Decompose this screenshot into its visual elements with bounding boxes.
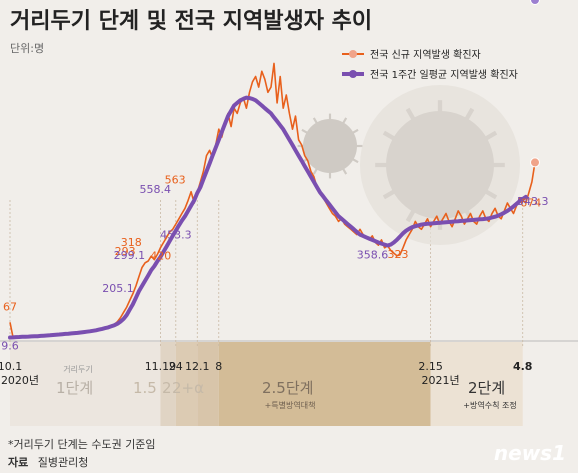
tick-label-2: 24 [169, 360, 183, 373]
phase-label-1: 1.5 [133, 379, 157, 397]
phase-band-3 [197, 342, 219, 426]
footnote: *거리두기 단계는 수도권 기준임 [8, 438, 156, 451]
tick-sublabel-5: 2021년 [422, 374, 460, 387]
series-1-value-label-6: 543.3 [517, 195, 549, 208]
news1-logo: news1 [493, 441, 566, 465]
phase-band-2 [175, 342, 198, 426]
series-1-value-label-4: 453.3 [160, 229, 192, 242]
series-1-end-marker [530, 0, 540, 5]
series-1-value-label-1: 205.1 [102, 282, 134, 295]
legend-marker-0 [349, 50, 357, 58]
tick-label-4: 8 [215, 360, 222, 373]
phase-band-0 [10, 342, 161, 426]
chart-title: 거리두기 단계 및 전국 지역발생자 추이 [10, 9, 372, 34]
series-0-value-label-3: 563 [165, 174, 186, 187]
series-0-end-marker [530, 157, 540, 168]
source-label: 자료 [8, 456, 29, 469]
series-line-1 [8, 95, 528, 340]
series-0-value-label-6: 674 [520, 196, 541, 209]
series-0-value-label-4: 420 [150, 249, 171, 262]
phase-label-0: 1단계 [56, 379, 93, 397]
phase-band-5 [430, 342, 523, 426]
series-1-value-label-5: 358.6 [357, 249, 389, 262]
legend-marker-1 [349, 70, 357, 78]
tick-label-1: 11.19 [145, 360, 177, 373]
series-0-value-label-0: 67 [3, 300, 17, 313]
tick-label-5: 2.15 [418, 360, 443, 373]
unit-label: 단위:명 [10, 42, 44, 55]
series-0-value-label-5: 323 [388, 248, 409, 261]
series-1-value-label-0: 9.6 [1, 339, 19, 352]
phase-label-2: 2 [162, 379, 172, 397]
tick-label-3: 12.1 [185, 360, 210, 373]
virus-icon [297, 113, 363, 179]
tick-label-6: 4.8 [513, 360, 533, 373]
legend-label-1: 전국 1주간 일평균 지역발생 확진자 [370, 69, 518, 81]
phase-sublabel-4: +특별방역대책 [265, 400, 316, 410]
series-0-value-label-2: 318 [121, 236, 142, 249]
series-1-value-label-2: 299.1 [114, 249, 146, 262]
series-1-value-label-3: 558.4 [140, 183, 172, 196]
phase-label-5: 2단계 [468, 379, 505, 397]
phase-sublabel-0: 거리두기 [63, 365, 92, 374]
phase-sublabel-5: +방역수칙 조정 [463, 400, 516, 410]
tick-label-0: 10.1 [0, 360, 22, 373]
legend-label-0: 전국 신규 지역발생 확진자 [370, 49, 481, 61]
source: 질병관리청 [37, 456, 89, 469]
phase-label-3: 2+α [172, 379, 204, 397]
series-0-value-label-1: 293 [115, 245, 136, 258]
tick-sublabel-0: 2020년 [1, 374, 39, 387]
phase-band-4 [218, 342, 431, 426]
phase-band-1 [160, 342, 176, 426]
virus-icon [375, 100, 505, 230]
phase-label-4: 2.5단계 [262, 379, 313, 397]
